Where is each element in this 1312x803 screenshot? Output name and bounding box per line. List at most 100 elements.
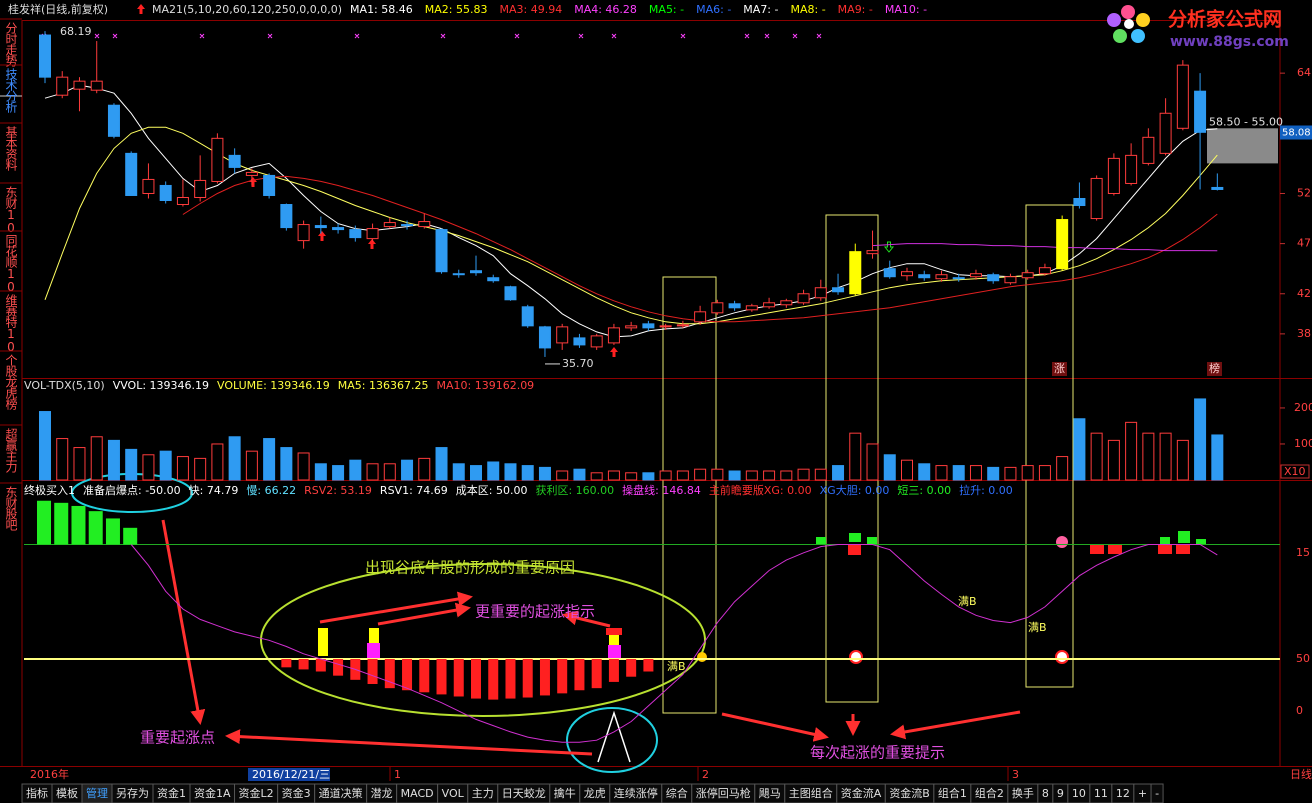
candle-body <box>245 171 258 176</box>
tab-label[interactable]: 日天蛟龙 <box>502 786 546 800</box>
candle-body <box>142 178 155 194</box>
volume-bar <box>745 470 758 481</box>
volume-bar <box>176 456 189 481</box>
tab-label[interactable]: 擒牛 <box>554 786 576 800</box>
tab-label[interactable]: 资金3 <box>282 786 311 800</box>
tab-label[interactable]: + <box>1138 787 1147 800</box>
candle-body <box>56 76 69 96</box>
candle-body <box>383 222 396 228</box>
tab-label[interactable]: 主力 <box>472 787 494 800</box>
tab-label[interactable]: 资金L2 <box>239 786 274 800</box>
volume-bar <box>607 470 620 481</box>
candle-body <box>314 225 327 229</box>
tab-label[interactable]: 换手 <box>1012 786 1034 800</box>
tab[interactable] <box>1150 783 1164 803</box>
tab-label[interactable]: 模板 <box>56 786 78 800</box>
date-label: 2016/12/21/三 <box>252 768 330 781</box>
volume-bar <box>245 450 258 481</box>
stock-title: 桂发祥(日线,前复权) <box>8 2 108 16</box>
hist-bar <box>436 659 447 695</box>
sidebar-tab: 个股龙虎榜 <box>4 354 18 411</box>
tab-label[interactable]: 资金1 <box>157 786 186 800</box>
tab-label[interactable]: 连续涨停 <box>614 786 658 800</box>
tab-label[interactable]: 9 <box>1057 787 1064 800</box>
tab-label[interactable]: 组合1 <box>938 786 967 800</box>
annotation: 出现谷底牛股的形成的重要原因 <box>365 559 575 577</box>
ma-legend: MA10: - <box>885 3 927 16</box>
last-price-tag <box>1280 125 1312 140</box>
tab-label[interactable]: 涨停回马枪 <box>696 786 751 800</box>
candle-body <box>1125 154 1138 184</box>
candle-body <box>659 325 672 328</box>
tab-label[interactable]: VOL <box>442 787 465 800</box>
volume-bar <box>1211 434 1224 481</box>
signal-blocks <box>318 531 1206 664</box>
candle-body <box>918 274 931 279</box>
hist-bar <box>608 659 619 682</box>
volume-bar <box>487 461 500 481</box>
volume-bar <box>142 454 155 481</box>
volume-bar <box>918 463 931 481</box>
tab-label[interactable]: 龙虎 <box>584 787 606 800</box>
hist-bar <box>453 659 464 697</box>
tab-label[interactable]: 资金1A <box>194 786 231 800</box>
tab-label[interactable]: 管理 <box>86 786 108 800</box>
candle-body <box>607 327 620 344</box>
highlight-ellipse <box>566 707 658 773</box>
candle-body <box>504 286 517 301</box>
green-bar <box>37 500 51 545</box>
tab-label[interactable]: 资金流B <box>889 786 930 800</box>
sidebar-tab: 同花顺10 <box>4 234 18 293</box>
tab-label[interactable]: 组合2 <box>975 786 1004 800</box>
green-bar <box>105 518 120 545</box>
candle-body <box>849 251 862 295</box>
volume-bar <box>763 470 776 481</box>
tab-label[interactable]: 8 <box>1042 787 1049 800</box>
tab-label[interactable]: MACD <box>401 787 434 800</box>
hist-bar <box>488 659 499 700</box>
candle-body <box>366 228 379 240</box>
volume-bar <box>504 463 517 481</box>
volume-bar <box>1090 432 1103 481</box>
tab-label[interactable]: 通道决策 <box>319 786 363 800</box>
candle-body <box>349 229 362 239</box>
sidebar-tab: 东财股吧 <box>4 486 18 531</box>
volume-bar <box>676 470 689 481</box>
volume-bar <box>849 432 862 481</box>
tab-label[interactable]: 指标 <box>26 786 48 800</box>
last-price-label: 58.08 <box>1282 128 1311 139</box>
tab-label[interactable]: 飓马 <box>759 787 781 800</box>
tab-label[interactable]: 12 <box>1116 787 1130 800</box>
mark-tag <box>1052 362 1067 376</box>
hist-bar <box>298 659 309 670</box>
hist-bar <box>367 659 378 684</box>
sidebar-tab: 基本资料 <box>4 126 18 171</box>
volume-bar <box>952 465 965 481</box>
candle-body <box>1073 197 1086 207</box>
tab-label[interactable]: 综合 <box>666 786 688 800</box>
sidebar-tab: 技术分析 <box>4 68 18 114</box>
tab-label[interactable]: 潜龙 <box>371 786 393 800</box>
volume-bar <box>728 470 741 481</box>
tab-label[interactable]: 主图组合 <box>789 786 833 800</box>
zone-label: 58.50 - 55.00 <box>1209 115 1283 128</box>
tab-label[interactable]: - <box>1155 787 1159 800</box>
candle-body <box>1211 186 1224 190</box>
candle-body <box>952 277 965 280</box>
indicator-legend: 获利区: 160.00 <box>535 484 614 497</box>
candle-body <box>470 270 482 274</box>
tab-label[interactable]: 另存为 <box>116 786 149 800</box>
indicator-legend: 快: 74.79 <box>189 484 239 497</box>
candle-body <box>401 224 414 227</box>
volume-bar <box>883 454 896 481</box>
annotation: 更重要的起涨指示 <box>475 603 595 621</box>
tab-label[interactable]: 资金流A <box>841 786 882 800</box>
tab-label[interactable]: 11 <box>1094 787 1108 800</box>
volume-bar <box>1056 456 1069 481</box>
candle-body <box>280 204 293 229</box>
tab-label[interactable]: 10 <box>1072 787 1086 800</box>
sidebar-tab: 维赛特10 <box>4 294 18 353</box>
